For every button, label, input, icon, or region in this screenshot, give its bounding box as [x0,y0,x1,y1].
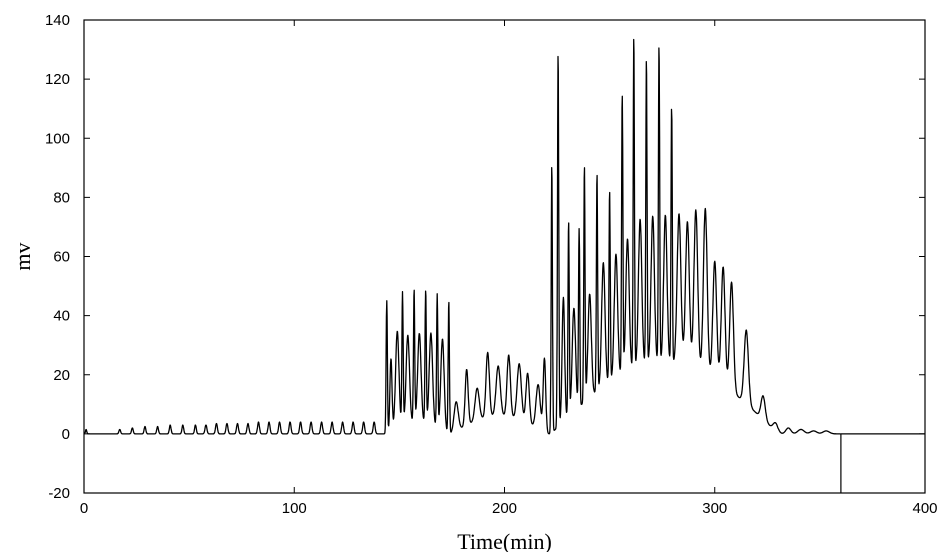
y-tick-label: 120 [45,71,70,88]
chromatogram-trace [83,38,842,435]
y-tick-label: 100 [45,130,70,147]
y-axis-ticks: -20 0 20 40 60 80 100 120 140 [45,12,925,502]
x-axis-title: Time(min) [457,529,552,552]
x-tick-label: 300 [702,500,727,517]
y-tick-label: 0 [62,426,70,443]
y-tick-label: 140 [45,12,70,29]
x-tick-label: 0 [80,500,88,517]
y-tick-label: -20 [48,485,70,502]
peak-markers [86,35,826,431]
x-axis-ticks: 0 100 200 300 400 [80,20,938,517]
x-tick-label: 100 [282,500,307,517]
y-tick-label: 60 [53,249,70,266]
y-tick-label: 40 [53,308,70,325]
y-axis-title: mv [10,242,35,270]
y-tick-label: 80 [53,189,70,206]
plot-frame [83,19,926,494]
plot-area [83,19,926,494]
y-tick-label: 20 [53,367,70,384]
x-tick-label: 400 [912,500,937,517]
x-tick-label: 200 [492,500,517,517]
